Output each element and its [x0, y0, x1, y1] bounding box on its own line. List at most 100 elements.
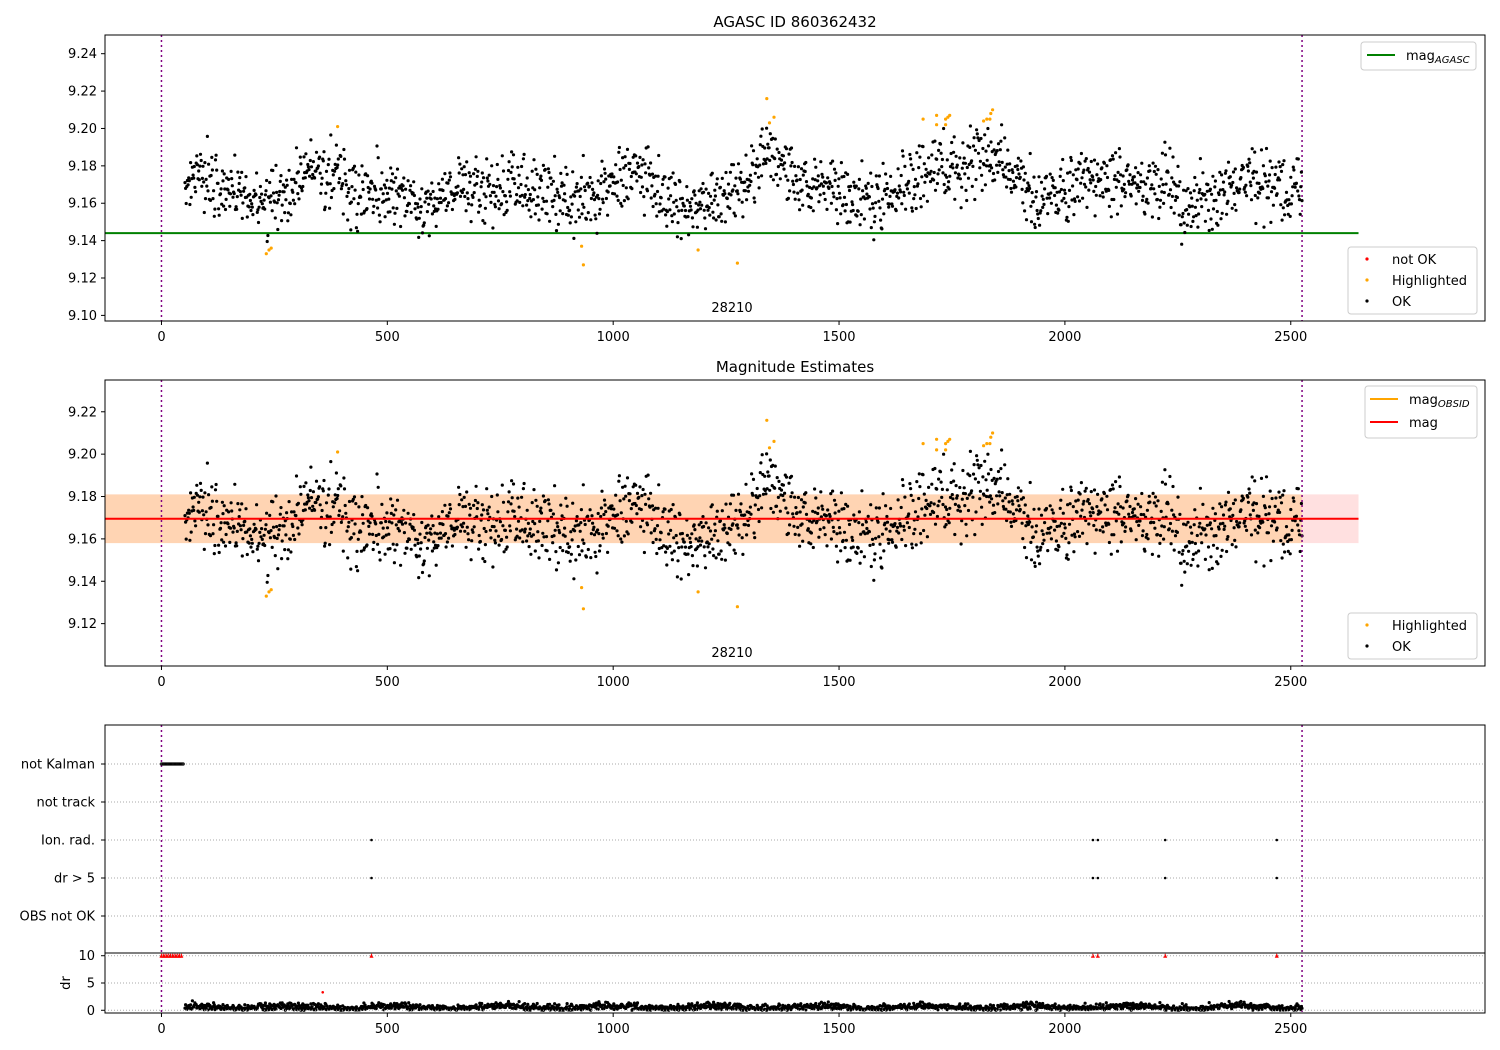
ok-point [1238, 187, 1242, 191]
ok-point [1005, 162, 1009, 166]
ok-point [1116, 170, 1120, 174]
ok-point [729, 193, 733, 197]
ok-point [606, 213, 610, 217]
ok-point [996, 142, 1001, 146]
ok-point [1003, 165, 1007, 169]
ok-point [1170, 508, 1174, 512]
ok-point [617, 145, 622, 150]
ok-point [952, 135, 956, 139]
ok-point [462, 521, 466, 525]
ok-point [936, 172, 940, 176]
ok-point [950, 468, 954, 472]
ok-point [1299, 501, 1303, 506]
ok-point [601, 197, 605, 201]
ok-point [1241, 165, 1245, 170]
ok-point [862, 217, 867, 221]
ok-point [597, 197, 601, 201]
ok-point [927, 485, 931, 489]
ok-point [848, 220, 852, 224]
ok-point [1026, 514, 1030, 518]
ok-point [729, 527, 733, 532]
ok-point [1103, 171, 1107, 175]
highlighted-point [988, 442, 992, 446]
ok-point [195, 163, 199, 167]
ok-point [208, 534, 213, 538]
ok-point [554, 568, 559, 572]
ok-point [1230, 543, 1234, 547]
ok-point [1140, 198, 1145, 202]
flag-marker [1163, 876, 1167, 880]
ok-point [696, 545, 700, 549]
ok-point [360, 164, 364, 168]
ok-point [371, 547, 375, 552]
ok-point [984, 149, 988, 153]
ok-point [954, 154, 958, 158]
highlighted-point [989, 435, 993, 439]
ok-point [686, 552, 690, 556]
ok-point [887, 202, 892, 206]
ok-point [771, 510, 776, 514]
ok-point [917, 166, 921, 170]
ok-point [669, 528, 673, 533]
ok-point [1078, 162, 1082, 166]
ok-point [1062, 531, 1066, 536]
ok-point [1121, 506, 1125, 510]
ok-point [458, 529, 463, 533]
ok-point [212, 523, 216, 527]
ok-point [329, 195, 333, 200]
ok-point [814, 165, 818, 169]
ok-point [387, 197, 391, 201]
dr-point [280, 1001, 284, 1005]
ok-point [1266, 196, 1270, 200]
ok-point [478, 203, 482, 208]
ok-point [1072, 532, 1077, 536]
ok-point [481, 219, 485, 223]
dr-point [535, 1001, 539, 1006]
ok-point [925, 506, 929, 511]
ok-point [928, 504, 932, 508]
ok-point [375, 472, 379, 476]
ok-point [395, 167, 400, 171]
ok-point [501, 524, 505, 528]
ok-point [686, 215, 690, 219]
ok-point [1006, 148, 1010, 152]
ok-point [370, 514, 374, 518]
ok-point [703, 566, 708, 570]
ok-point [283, 519, 287, 523]
ok-point [278, 179, 282, 183]
ok-point [619, 537, 623, 541]
ok-point [731, 493, 736, 497]
panel-agasc-magnitude: AGASC ID 860362432 9.109.129.149.169.189… [68, 13, 1486, 345]
ok-point [924, 167, 928, 171]
ok-point [1230, 206, 1234, 210]
flag-marker [1275, 876, 1279, 880]
ok-point [1061, 179, 1065, 183]
ok-point [1263, 174, 1267, 178]
ok-point [1206, 545, 1211, 549]
ok-point [1195, 198, 1199, 202]
ok-point [662, 207, 666, 211]
ok-point [437, 182, 441, 186]
ok-point [901, 154, 905, 158]
ok-point [263, 193, 267, 197]
ok-point [793, 495, 797, 499]
ok-point [197, 178, 201, 182]
ok-point [594, 217, 598, 221]
ok-point [672, 200, 676, 204]
ok-point [628, 492, 632, 496]
ok-point [252, 522, 256, 526]
ok-point [1192, 523, 1196, 527]
ok-point [413, 543, 417, 547]
ok-point [895, 525, 900, 530]
ok-point [992, 476, 996, 480]
ok-point [953, 502, 958, 506]
ok-point [1221, 521, 1225, 526]
legend-ok: OK [1392, 295, 1411, 310]
ok-point [1257, 181, 1261, 185]
ok-point [1160, 480, 1164, 484]
ok-point [436, 544, 440, 548]
ok-point [541, 494, 546, 498]
ok-point [1233, 203, 1237, 207]
ok-point [400, 522, 405, 526]
ok-point [1270, 496, 1274, 501]
